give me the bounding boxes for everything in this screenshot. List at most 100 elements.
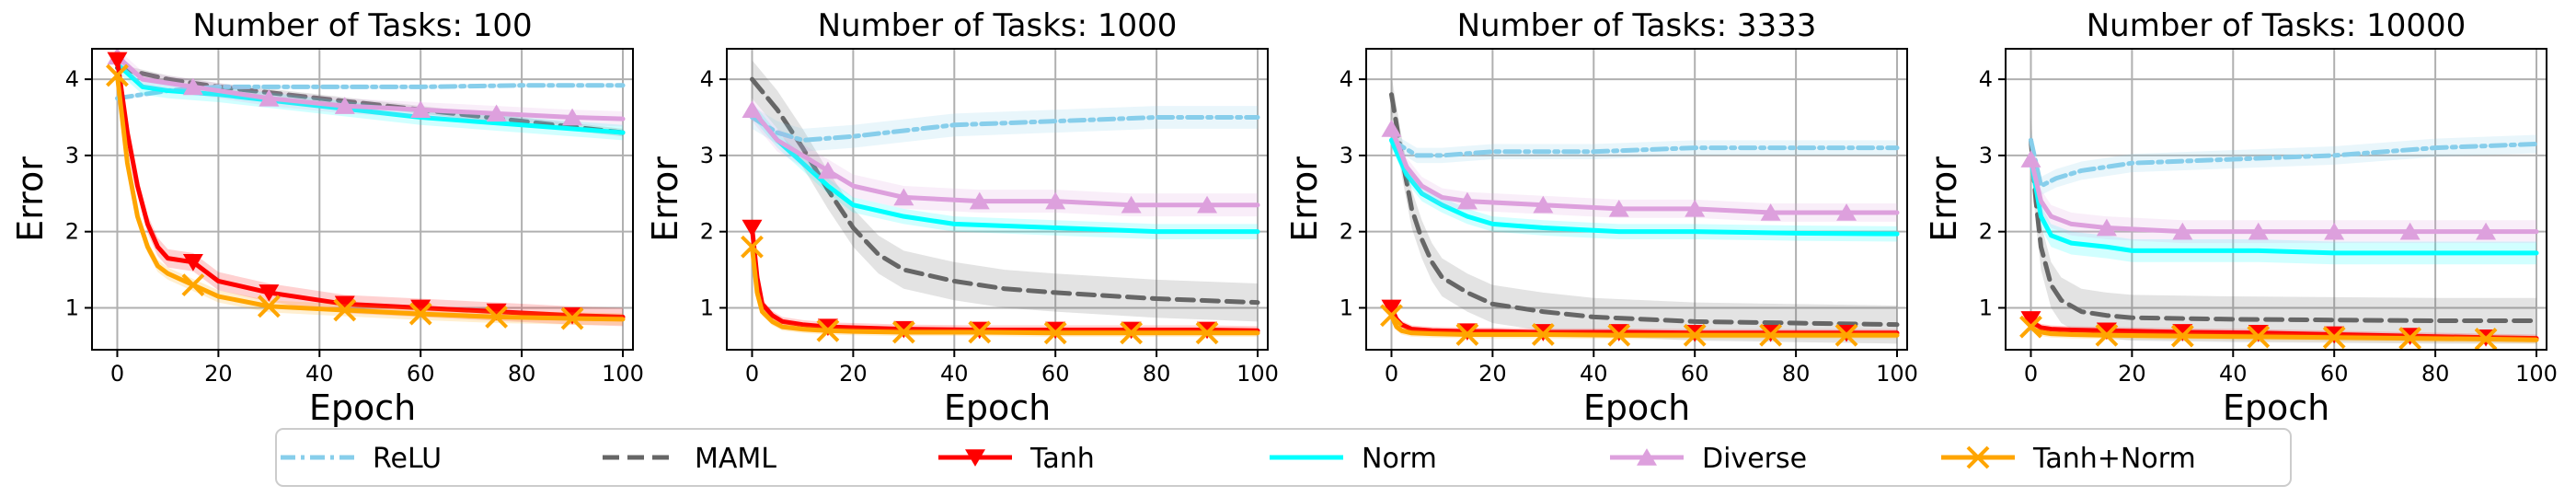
marker-tanh-norm xyxy=(2398,327,2422,350)
marker-diverse xyxy=(817,161,838,179)
y-tick-label: 3 xyxy=(700,143,714,168)
line-maml xyxy=(1388,92,1900,328)
legend-entry-norm: Norm xyxy=(1270,443,1437,475)
y-axis-label: Error xyxy=(1284,156,1325,242)
axes-frame xyxy=(726,48,1269,351)
marker-tanh-norm xyxy=(1607,323,1631,347)
line-norm xyxy=(749,107,1260,235)
marker-diverse xyxy=(2324,222,2345,240)
series-relu xyxy=(114,83,626,101)
marker-tanh-norm xyxy=(485,305,509,329)
marker-diverse xyxy=(2096,218,2117,237)
plot-area xyxy=(2019,117,2539,350)
x-tick-label: 100 xyxy=(2515,361,2558,387)
line-tanh-norm xyxy=(749,244,1260,336)
marker-tanh xyxy=(410,299,431,318)
series-diverse xyxy=(1381,119,1900,222)
x-tick-label: 80 xyxy=(1143,361,1171,387)
y-tick-label: 1 xyxy=(1979,295,1993,320)
line-maml xyxy=(749,76,1260,306)
plot-area xyxy=(741,60,1260,345)
marker-tanh xyxy=(334,295,355,314)
axes-frame xyxy=(2005,48,2547,351)
marker-tanh-norm xyxy=(1380,304,1403,328)
band-diverse xyxy=(1391,119,1898,222)
line-relu xyxy=(2028,137,2539,189)
marker-tanh-norm xyxy=(1455,323,1479,346)
series-norm xyxy=(749,101,1260,239)
series-maml xyxy=(2028,117,2539,344)
series-tanh-norm xyxy=(1380,304,1900,347)
marker-tanh-norm xyxy=(181,273,205,297)
band-relu xyxy=(752,106,1259,152)
band-maml xyxy=(2030,117,2537,344)
marker-diverse xyxy=(969,191,990,210)
panel-title: Number of Tasks: 1000 xyxy=(818,7,1178,44)
marker-tanh-norm xyxy=(2170,324,2194,348)
marker-tanh-norm xyxy=(408,302,432,326)
x-tick-label: 20 xyxy=(204,361,233,387)
y-tick-label: 3 xyxy=(1979,143,1993,168)
legend-marker-diverse xyxy=(1637,448,1657,466)
marker-diverse xyxy=(182,77,203,96)
plot-area xyxy=(1380,75,1900,347)
marker-diverse xyxy=(1685,199,1706,217)
legend-label-norm: Norm xyxy=(1362,443,1437,475)
marker-tanh xyxy=(107,52,128,70)
line-tanh-norm xyxy=(114,73,626,322)
x-tick-label: 100 xyxy=(1236,361,1279,387)
marker-diverse xyxy=(1836,203,1857,221)
y-tick-label: 3 xyxy=(65,143,79,168)
marker-diverse xyxy=(893,188,914,206)
marker-tanh-norm xyxy=(1195,321,1219,345)
legend-label-tanh: Tanh xyxy=(1029,443,1095,475)
marker-tanh-norm xyxy=(816,318,840,342)
marker-tanh-norm xyxy=(333,298,357,322)
y-axis-label: Error xyxy=(645,156,685,242)
legend-label-relu: ReLU xyxy=(373,443,442,475)
x-tick-label: 80 xyxy=(1782,361,1811,387)
marker-tanh-norm xyxy=(2019,315,2042,339)
y-tick-label: 1 xyxy=(700,295,714,320)
x-tick-label: 0 xyxy=(745,361,759,387)
legend-marker-tanh xyxy=(965,449,985,467)
band-maml xyxy=(752,60,1259,322)
x-tick-label: 20 xyxy=(839,361,868,387)
marker-diverse xyxy=(259,88,280,107)
x-axis-label: Epoch xyxy=(2223,387,2329,428)
marker-tanh xyxy=(2020,311,2041,329)
x-tick-label: 0 xyxy=(1385,361,1398,387)
marker-tanh-norm xyxy=(560,306,584,330)
marker-tanh xyxy=(486,303,507,321)
marker-diverse xyxy=(2020,150,2041,168)
marker-diverse xyxy=(1608,199,1629,217)
series-diverse xyxy=(2020,147,2539,244)
panel-3: 0 20 40 60 80 100 1 2 3 4 Number of Tasks: 3333 Epo… xyxy=(1284,7,1918,428)
band-diverse xyxy=(2030,147,2537,244)
band-tanh xyxy=(1391,304,1898,337)
marker-tanh-norm xyxy=(2322,326,2346,350)
panel-title: Number of Tasks: 3333 xyxy=(1457,7,1817,44)
marker-tanh xyxy=(1381,299,1402,318)
marker-diverse xyxy=(486,104,507,122)
marker-tanh-norm xyxy=(2474,327,2498,350)
marker-tanh-norm xyxy=(968,320,992,344)
marker-diverse xyxy=(1381,120,1402,137)
y-tick-label: 2 xyxy=(65,219,79,245)
line-tanh xyxy=(114,57,626,319)
axes-frame xyxy=(1365,48,1908,351)
marker-tanh-norm xyxy=(1043,321,1067,345)
line-relu xyxy=(114,83,626,101)
marker-diverse xyxy=(562,108,583,126)
series-tanh-norm xyxy=(106,64,626,330)
marker-tanh-norm xyxy=(741,235,764,259)
series-tanh-norm xyxy=(741,235,1260,345)
marker-diverse xyxy=(742,100,763,119)
x-tick-label: 0 xyxy=(2024,361,2038,387)
legend-marker-tanh-norm xyxy=(1966,445,1990,469)
x-tick-label: 100 xyxy=(1876,361,1918,387)
y-tick-label: 3 xyxy=(1340,143,1353,168)
legend: ReLU MAML Tanh Norm Diverse Tanh+Norm xyxy=(275,428,2292,487)
line-maml xyxy=(114,65,626,135)
marker-diverse xyxy=(1045,191,1066,210)
